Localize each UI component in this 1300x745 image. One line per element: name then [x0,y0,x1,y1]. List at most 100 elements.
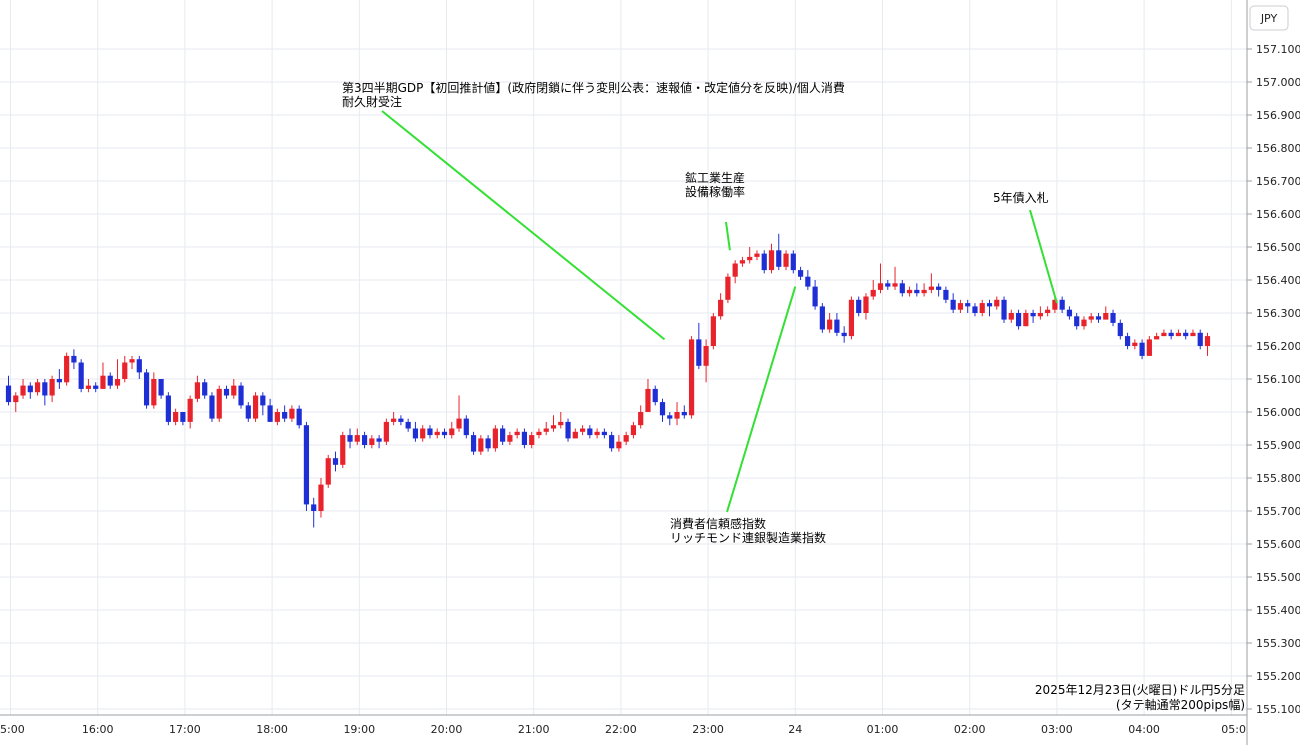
candle-body [688,339,695,416]
candle [245,402,251,422]
candle-body [718,299,724,317]
candle-body [405,421,411,429]
candle-body [441,431,448,436]
candle [739,256,746,267]
candle-body [681,412,687,416]
candle-body [558,421,564,426]
unit-box: JPY [1249,5,1289,31]
annotation-text: 第3四半期GDP【初回推計値】(政府閉鎖に伴う変則公表：速報値・改定値分を反映)… [342,80,845,95]
candle [449,421,455,439]
candle [238,382,244,409]
candle [514,428,520,439]
candle-body [71,355,77,363]
candle [906,286,913,297]
y-tick-label: 155.700 [1256,505,1300,518]
y-tick-label: 155.100 [1256,703,1300,716]
candle [463,415,469,439]
candle-body [1139,342,1145,356]
candle-body [5,385,12,403]
candle-body [1095,316,1102,320]
candle-body [1183,332,1189,337]
candle-body [56,379,62,383]
candle [812,280,818,310]
candle-body [1103,313,1109,320]
candle-body [478,438,484,452]
candle [1139,339,1145,360]
candle-body [332,458,339,465]
candle [267,398,273,422]
x-tick-label: 02:00 [954,723,986,736]
y-tick-label: 155.200 [1256,670,1300,683]
candle-body [231,385,237,396]
candle [1190,329,1196,337]
y-tick-label: 156.000 [1256,406,1300,419]
candle [558,412,564,429]
candle-body [710,316,716,346]
candle [1030,309,1036,323]
candle [790,250,796,274]
candle-body [216,388,222,419]
candle [311,497,317,528]
candle-body [536,431,542,436]
candle [107,372,113,389]
candle [747,247,753,264]
candle [536,428,542,439]
candle-body [1146,339,1152,356]
candle-body [768,250,775,271]
candle-body [1190,332,1196,337]
candle [725,273,731,304]
candle [1110,309,1116,327]
candle-body [529,435,535,445]
y-tick-label: 157.100 [1256,43,1300,56]
candle [202,379,208,399]
candle [42,379,48,406]
candle [703,339,709,383]
candle-body [223,388,230,396]
candle [776,233,782,271]
event-annotation: 第3四半期GDP【初回推計値】(政府閉鎖に伴う変則公表：速報値・改定値分を反映)… [342,80,845,341]
candle-body [347,435,353,442]
candle [354,428,360,445]
candle [710,313,716,350]
candle-body [943,289,949,300]
candle [688,336,695,419]
candle-body [194,382,201,399]
candle [718,293,724,320]
candle-body [260,395,266,406]
candle [1175,329,1182,337]
candle [587,425,593,439]
candle-body [1037,313,1043,317]
candle [936,283,942,297]
candle [856,296,862,317]
candle [550,415,557,432]
candle-body [391,418,397,422]
candle [252,392,259,422]
candle-body [340,435,346,465]
candle [209,392,215,422]
candle-body [1066,309,1073,317]
candle-body [369,438,375,445]
candle [391,412,397,426]
candle-body [1204,336,1211,346]
candle [274,408,280,426]
candle [594,428,600,439]
candle-body [1001,299,1007,320]
candles [5,233,1211,528]
time-axis: 5:00 16:00 17:00 18:00 19:00 20:00 21:00 22:00 2… [0,723,1246,736]
candle-body [427,428,433,436]
candle [194,375,201,403]
candle-body [732,263,738,277]
annotation-text: 耐久財受注 [342,94,402,109]
candle-body [267,405,273,422]
candle [434,428,440,439]
candle [609,431,615,452]
candle [994,296,1000,310]
x-tick-label: 18:00 [256,723,288,736]
x-tick-label: 19:00 [343,723,375,736]
candle-body [616,441,622,449]
candle-body [1015,313,1022,327]
candle-body [143,372,150,406]
candle [1197,329,1203,350]
candle [870,280,876,300]
